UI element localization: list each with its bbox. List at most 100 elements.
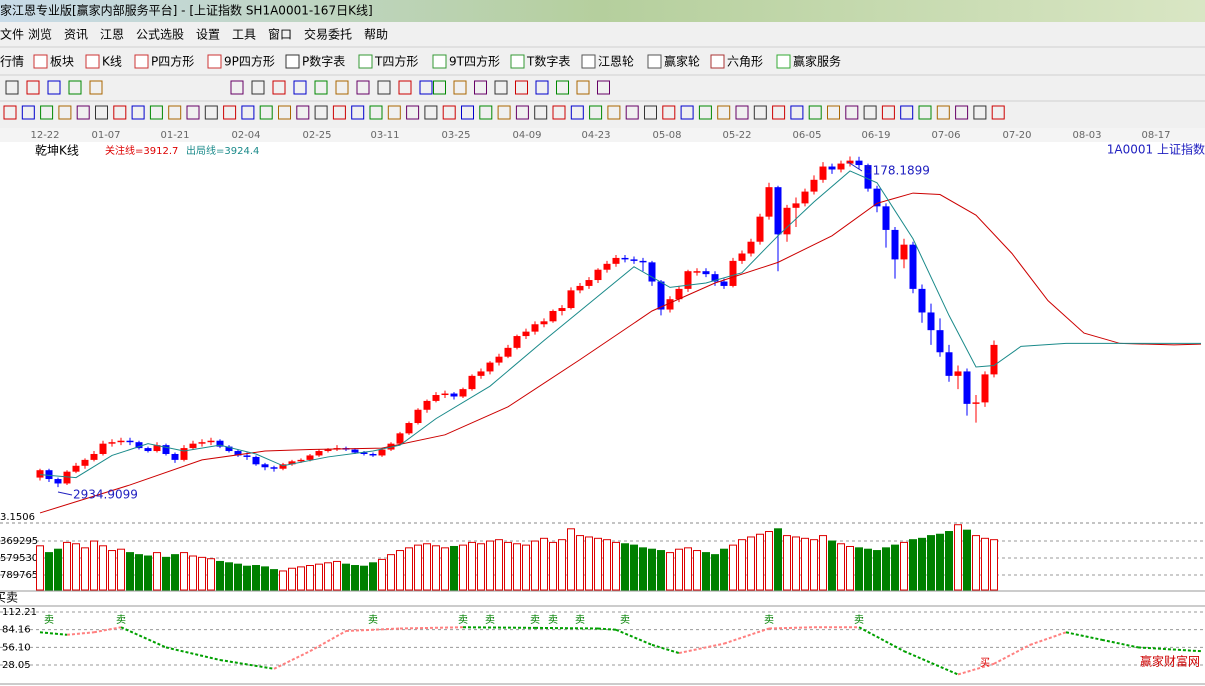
menu-item[interactable]: 工具 — [232, 28, 256, 42]
tool-icon[interactable] — [149, 105, 163, 120]
toolbar-icon[interactable] — [33, 54, 48, 69]
toolbar-button[interactable]: 赢家轮 — [664, 54, 700, 69]
tool-icon[interactable] — [89, 80, 103, 95]
tool-icon[interactable] — [644, 105, 657, 120]
tool-icon[interactable] — [973, 105, 987, 120]
tool-icon[interactable] — [955, 105, 969, 120]
tool-icon[interactable] — [863, 105, 877, 120]
tool-icon[interactable] — [515, 80, 528, 95]
tool-icon[interactable] — [534, 105, 548, 120]
tool-icon[interactable] — [419, 80, 433, 95]
tool-icon[interactable] — [424, 105, 438, 120]
tool-icon[interactable] — [497, 105, 511, 120]
tool-icon[interactable] — [335, 80, 349, 95]
tool-icon[interactable] — [535, 80, 549, 95]
toolbar-button[interactable]: 板块 — [50, 55, 74, 69]
tool-icon[interactable] — [47, 80, 61, 95]
tool-icon[interactable] — [398, 80, 412, 95]
tool-icon[interactable] — [433, 80, 446, 95]
menu-item[interactable]: 设置 — [196, 28, 220, 42]
toolbar-icon[interactable] — [647, 54, 662, 69]
tool-icon[interactable] — [453, 80, 467, 95]
tool-icon[interactable] — [556, 80, 569, 95]
tool-icon[interactable] — [223, 105, 237, 120]
tool-icon[interactable] — [3, 105, 17, 120]
tool-icon[interactable] — [772, 105, 786, 120]
toolbar-button[interactable]: 行情 — [0, 55, 24, 69]
tool-icon[interactable] — [293, 80, 307, 95]
toolbar-icon[interactable] — [510, 54, 525, 69]
toolbar-button[interactable]: 9P四方形 — [224, 54, 275, 69]
tool-icon[interactable] — [494, 80, 508, 95]
toolbar-button[interactable]: P四方形 — [151, 54, 194, 69]
tool-icon[interactable] — [845, 105, 859, 120]
tool-icon[interactable] — [625, 105, 639, 120]
tool-icon[interactable] — [186, 105, 200, 120]
tool-icon[interactable] — [5, 80, 19, 95]
toolbar-button[interactable]: 9T四方形 — [449, 54, 500, 69]
tool-icon[interactable] — [204, 105, 218, 120]
tool-icon[interactable] — [790, 105, 804, 120]
tool-icon[interactable] — [40, 105, 54, 120]
tool-icon[interactable] — [808, 105, 822, 120]
tool-icon[interactable] — [881, 105, 895, 120]
tool-icon[interactable] — [918, 105, 932, 120]
tool-icon[interactable] — [241, 105, 255, 120]
toolbar-button[interactable]: 赢家服务 — [793, 54, 841, 69]
tool-icon[interactable] — [21, 105, 35, 120]
tool-icon[interactable] — [515, 105, 529, 120]
toolbar-icon[interactable] — [581, 54, 596, 69]
tool-icon[interactable] — [95, 105, 108, 120]
menu-item[interactable]: 公式选股 — [136, 28, 184, 42]
tool-icon[interactable] — [479, 105, 493, 120]
menu-item[interactable]: 帮助 — [364, 28, 388, 42]
tool-icon[interactable] — [314, 80, 328, 95]
tool-icon[interactable] — [680, 105, 694, 120]
tool-icon[interactable] — [589, 105, 603, 120]
tool-icon[interactable] — [131, 105, 145, 120]
tool-icon[interactable] — [597, 80, 610, 95]
toolbar-icon[interactable] — [207, 54, 222, 69]
menu-item[interactable]: 资讯 — [64, 28, 88, 42]
tool-icon[interactable] — [607, 105, 621, 120]
tool-icon[interactable] — [753, 105, 767, 120]
tool-icon[interactable] — [936, 105, 950, 120]
tool-icon[interactable] — [900, 105, 914, 120]
toolbar-button[interactable]: P数字表 — [302, 54, 345, 69]
tool-icon[interactable] — [474, 80, 487, 95]
toolbar-button[interactable]: T四方形 — [374, 54, 418, 69]
tool-icon[interactable] — [461, 105, 474, 120]
toolbar-button[interactable]: T数字表 — [526, 54, 570, 69]
toolbar-button[interactable]: 六角形 — [727, 55, 763, 69]
menu-item[interactable]: 文件 — [0, 27, 24, 42]
tool-icon[interactable] — [26, 80, 40, 95]
menu-item[interactable]: 交易委托 — [304, 27, 352, 42]
toolbar-icon[interactable] — [776, 54, 791, 69]
tool-icon[interactable] — [58, 105, 72, 120]
tool-icon[interactable] — [278, 105, 291, 120]
tool-icon[interactable] — [272, 80, 286, 95]
toolbar-icon[interactable] — [85, 54, 100, 69]
tool-icon[interactable] — [698, 105, 712, 120]
toolbar-icon[interactable] — [710, 54, 725, 69]
tool-icon[interactable] — [168, 105, 182, 120]
toolbar-button[interactable]: K线 — [102, 55, 122, 69]
tool-icon[interactable] — [314, 105, 328, 120]
tool-icon[interactable] — [735, 105, 749, 120]
tool-icon[interactable] — [442, 105, 456, 120]
tool-icon[interactable] — [552, 105, 566, 120]
tool-icon[interactable] — [296, 105, 310, 120]
tool-icon[interactable] — [68, 80, 82, 95]
tool-icon[interactable] — [570, 105, 584, 120]
tool-icon[interactable] — [356, 80, 370, 95]
tool-icon[interactable] — [113, 105, 127, 120]
toolbar-button[interactable]: 江恩轮 — [598, 55, 634, 69]
menu-item[interactable]: 窗口 — [268, 28, 292, 42]
tool-icon[interactable] — [332, 105, 346, 120]
toolbar-icon[interactable] — [358, 54, 373, 69]
tool-icon[interactable] — [576, 80, 590, 95]
tool-icon[interactable] — [351, 105, 365, 120]
toolbar-icon[interactable] — [134, 54, 149, 69]
tool-icon[interactable] — [827, 105, 840, 120]
tool-icon[interactable] — [991, 105, 1005, 120]
